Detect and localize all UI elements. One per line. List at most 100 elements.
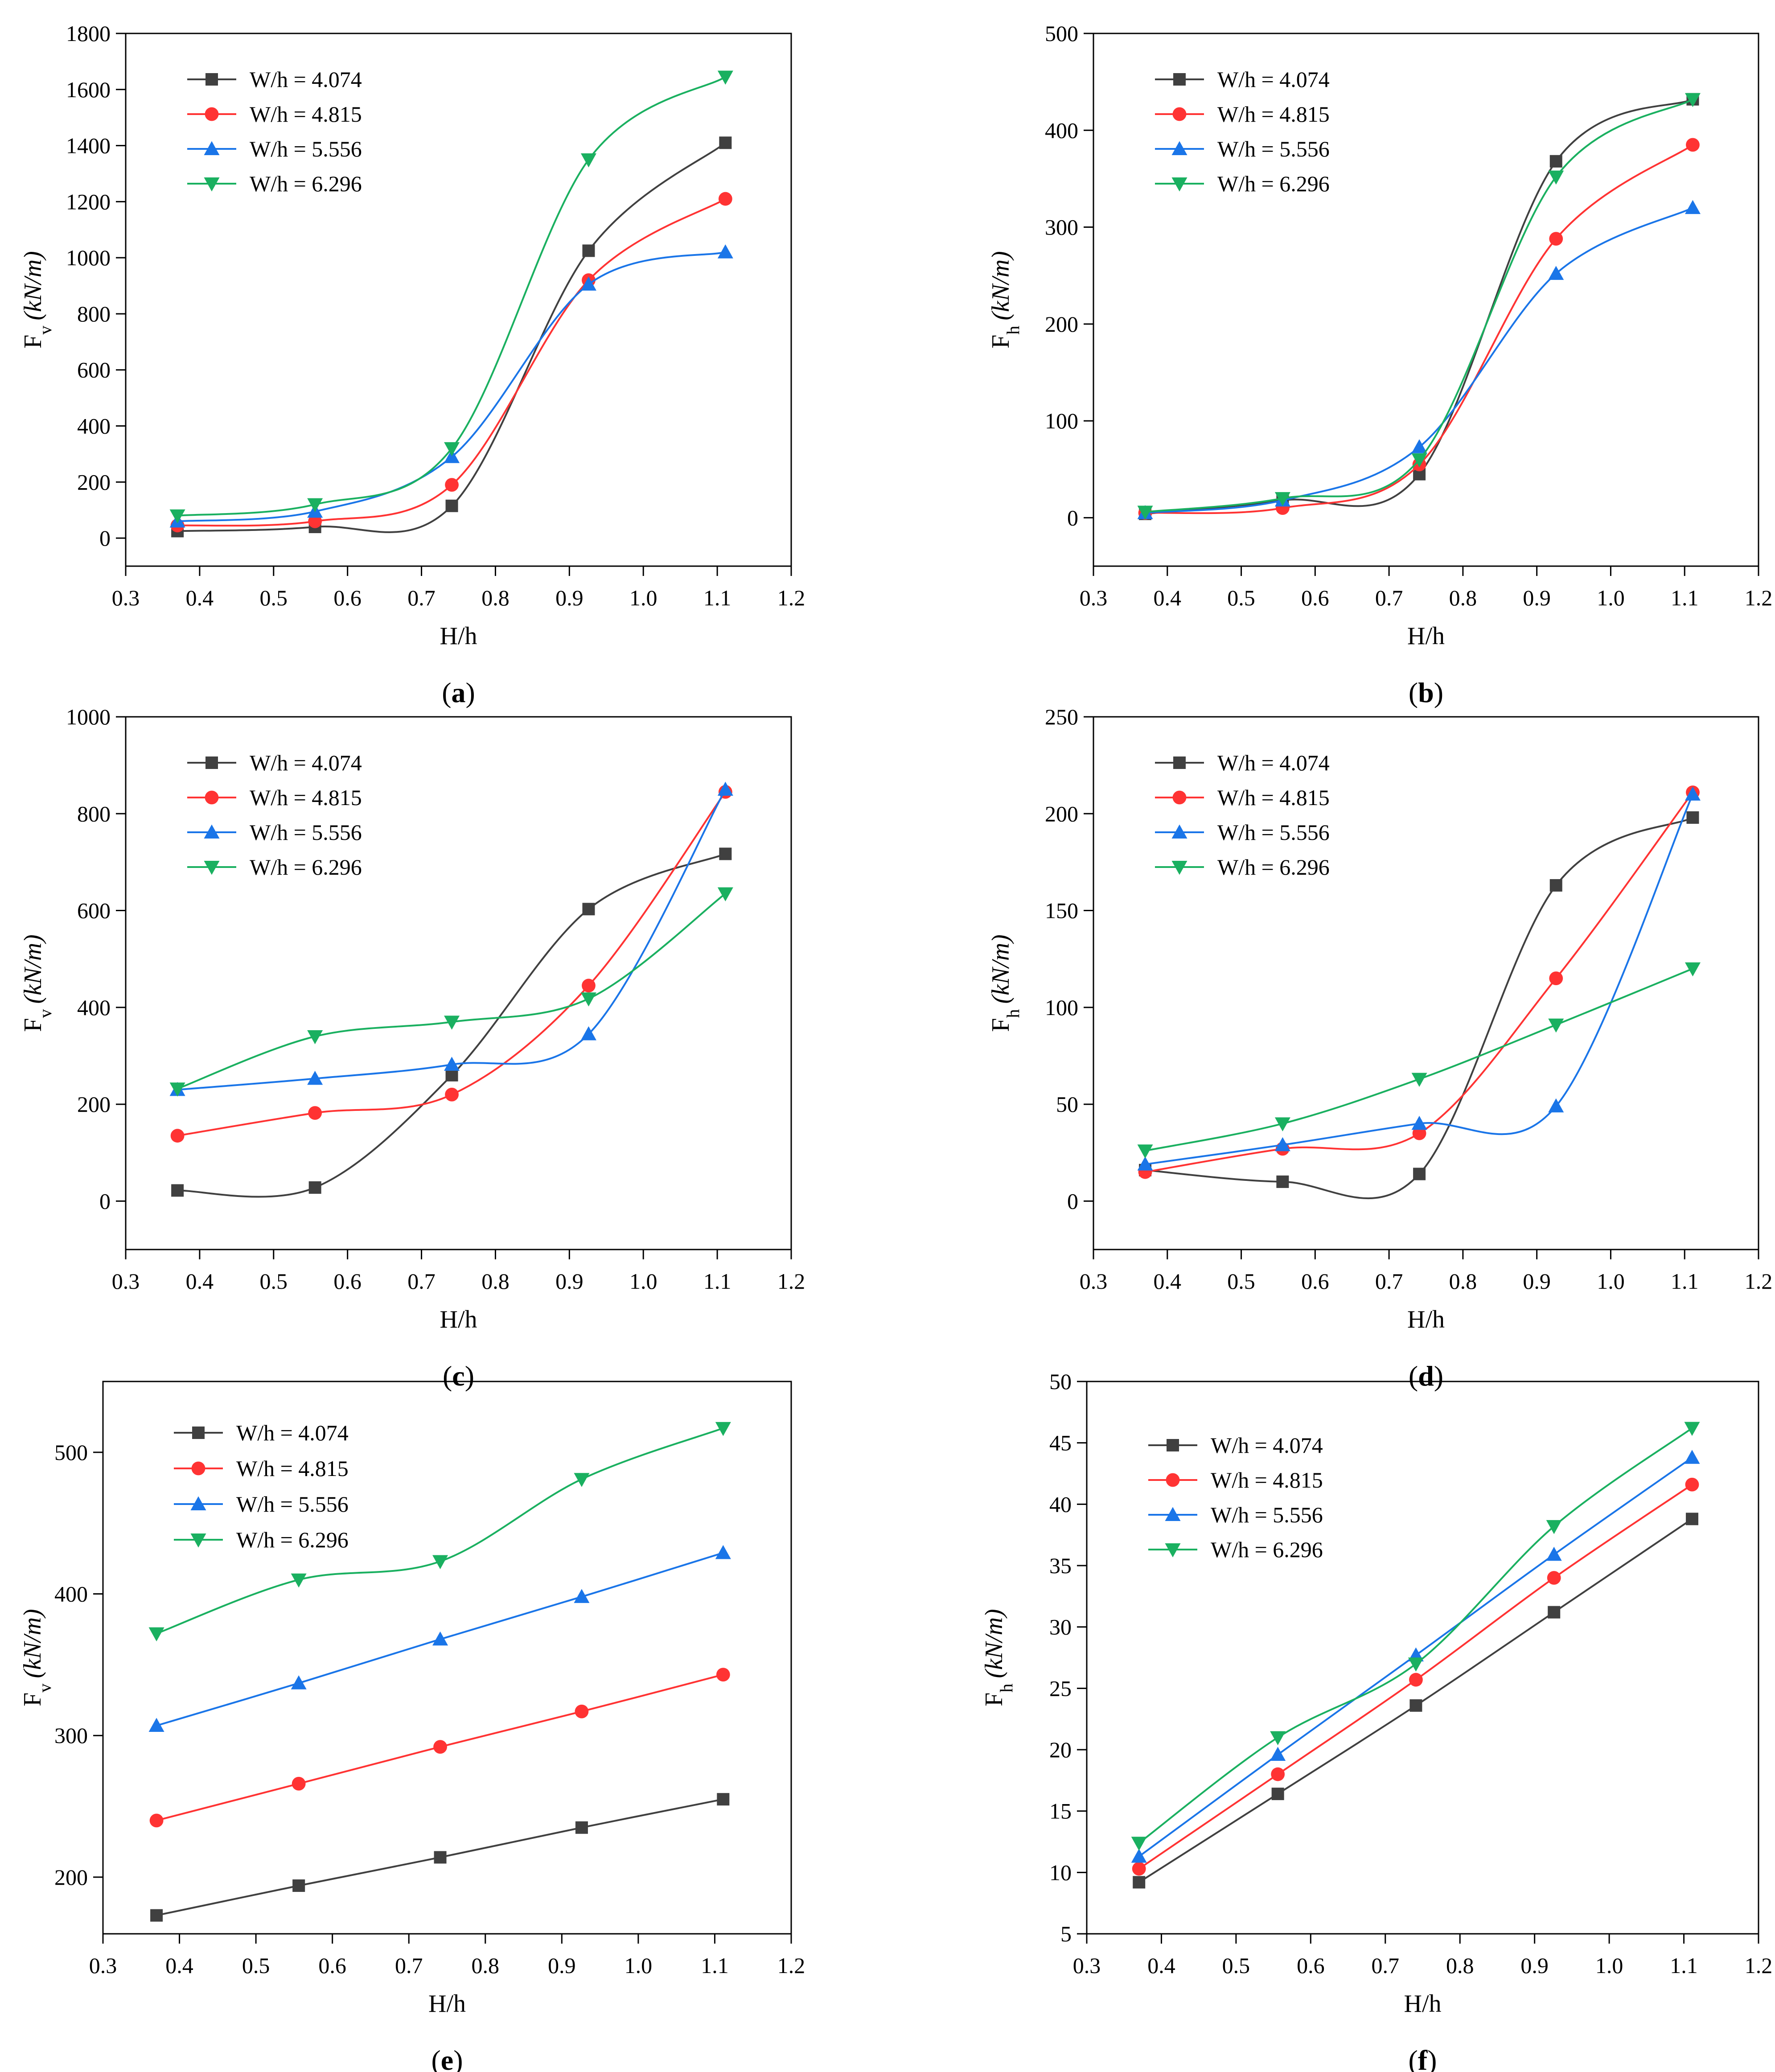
x-tick-label: 0.5 <box>1222 1953 1250 1978</box>
x-tick-label: 0.4 <box>1147 1953 1175 1978</box>
data-point <box>1685 962 1701 977</box>
x-tick-label: 0.7 <box>407 1269 436 1294</box>
legend-marker <box>1171 177 1187 192</box>
x-tick-label: 0.3 <box>89 1953 117 1978</box>
y-tick-label: 500 <box>54 1440 88 1465</box>
x-tick-label: 0.8 <box>1449 1269 1477 1294</box>
legend-marker <box>1171 861 1187 875</box>
legend-label: W/h = 4.815 <box>250 102 362 127</box>
legend-label: W/h = 4.074 <box>250 750 362 775</box>
x-axis-title: H/h <box>1407 622 1445 650</box>
data-point <box>1549 155 1562 168</box>
panel-caption: (b) <box>1409 677 1443 708</box>
y-axis-title: Fh (kN/m) <box>987 934 1023 1032</box>
x-tick-label: 0.4 <box>1154 1269 1182 1294</box>
data-point <box>1685 1513 1698 1525</box>
x-tick-label: 0.9 <box>1520 1953 1549 1978</box>
series-line <box>177 789 727 1091</box>
x-tick-label: 0.5 <box>242 1953 270 1978</box>
x-tick-label: 0.9 <box>548 1953 576 1978</box>
data-point <box>1271 1788 1284 1801</box>
caption-letter: f <box>1418 2044 1428 2072</box>
x-tick-label: 1.1 <box>1671 1269 1699 1294</box>
y-tick-label: 45 <box>1049 1431 1072 1455</box>
data-point <box>1413 1168 1426 1180</box>
chart-panel-a: 0.3 0.4 0.5 0.6 0.7 0.8 0.9 1.0 1.1 1.2 0 200 400 600… <box>19 21 805 708</box>
series-line <box>177 142 726 533</box>
data-point <box>1686 138 1700 152</box>
data-point <box>148 1718 164 1732</box>
legend-label: W/h = 4.815 <box>1211 1468 1323 1492</box>
chart-panel-c: 0.3 0.4 0.5 0.6 0.7 0.8 0.9 1.0 1.1 1.2 0 200 400 600… <box>19 704 805 1392</box>
x-tick-label: 0.4 <box>186 585 214 610</box>
legend: W/h = 4.074 W/h = 4.815 W/h = 5.556 W/h = 6… <box>1148 1433 1323 1562</box>
data-point <box>445 499 458 512</box>
data-point <box>1271 1767 1285 1781</box>
y-tick-label: 400 <box>1045 118 1078 143</box>
data-point <box>1274 492 1290 506</box>
legend-marker <box>1171 141 1187 155</box>
series-line <box>1145 817 1693 1199</box>
caption-paren-close: ) <box>466 677 475 708</box>
y-axis-title-main: F <box>987 1018 1015 1032</box>
data-point <box>1137 1156 1153 1171</box>
data-point <box>1274 1137 1290 1151</box>
series-line <box>1145 792 1694 1173</box>
x-tick-label: 0.5 <box>260 585 288 610</box>
data-point <box>575 1821 588 1834</box>
y-axis-title-subscript: v <box>35 1684 55 1693</box>
data-point <box>1411 453 1427 468</box>
legend-marker <box>190 1533 206 1548</box>
y-tick-label: 20 <box>1049 1737 1072 1762</box>
y-tick-label: 0 <box>99 526 111 551</box>
legend-marker <box>191 1461 205 1476</box>
data-point <box>1684 1450 1700 1464</box>
x-tick-label: 0.3 <box>112 585 140 610</box>
series-2 <box>1132 1477 1699 1876</box>
data-point <box>1546 1520 1562 1534</box>
legend: W/h = 4.074 W/h = 4.815 W/h = 5.556 W/h = 6… <box>1155 67 1330 196</box>
x-tick-label: 0.7 <box>395 1953 423 1978</box>
legend-label: W/h = 5.556 <box>1217 136 1330 161</box>
plot-frame <box>102 1381 792 1935</box>
data-point <box>291 1573 307 1588</box>
series-2 <box>170 192 732 533</box>
panel-caption: (a) <box>442 677 475 708</box>
data-point <box>169 1082 185 1097</box>
y-tick-label: 600 <box>77 358 111 382</box>
legend-marker <box>1173 756 1186 769</box>
data-point <box>291 1675 307 1690</box>
data-point <box>719 847 732 860</box>
plot-frame <box>1086 1381 1759 1935</box>
data-point <box>149 1813 164 1828</box>
series-3 <box>1131 1450 1700 1863</box>
data-point <box>1408 1657 1424 1672</box>
y-tick-label: 150 <box>1045 898 1078 923</box>
series-3 <box>169 781 733 1096</box>
y-axis-title-main: F <box>19 1018 47 1032</box>
data-point <box>715 1545 731 1559</box>
chart-panel-b: 0.3 0.4 0.5 0.6 0.7 0.8 0.9 1.0 1.1 1.2 0 100 200 300… <box>987 21 1772 708</box>
legend-label: W/h = 6.296 <box>1217 171 1330 196</box>
data-point <box>1548 1098 1564 1113</box>
series-line <box>177 198 726 527</box>
legend-marker <box>1165 1543 1181 1558</box>
x-tick-label: 0.6 <box>333 1269 362 1294</box>
y-tick-label: 0 <box>99 1188 111 1213</box>
y-tick-label: 0 <box>1067 505 1078 530</box>
x-tick-label: 1.2 <box>777 1953 805 1978</box>
x-tick-label: 1.0 <box>1597 1269 1625 1294</box>
y-tick-label: 1400 <box>66 133 111 158</box>
x-tick-label: 0.7 <box>1375 1269 1403 1294</box>
data-point <box>1276 1175 1289 1188</box>
y-axis-title: Fh (kN/m) <box>980 1609 1016 1706</box>
data-point <box>1685 200 1701 214</box>
data-point <box>1547 1571 1561 1585</box>
series-1 <box>1133 1513 1698 1889</box>
data-point <box>433 1740 447 1754</box>
x-tick-label: 1.2 <box>1745 1953 1773 1978</box>
series-1 <box>150 1793 730 1922</box>
data-point <box>1546 1546 1562 1561</box>
data-point <box>1684 1422 1700 1436</box>
